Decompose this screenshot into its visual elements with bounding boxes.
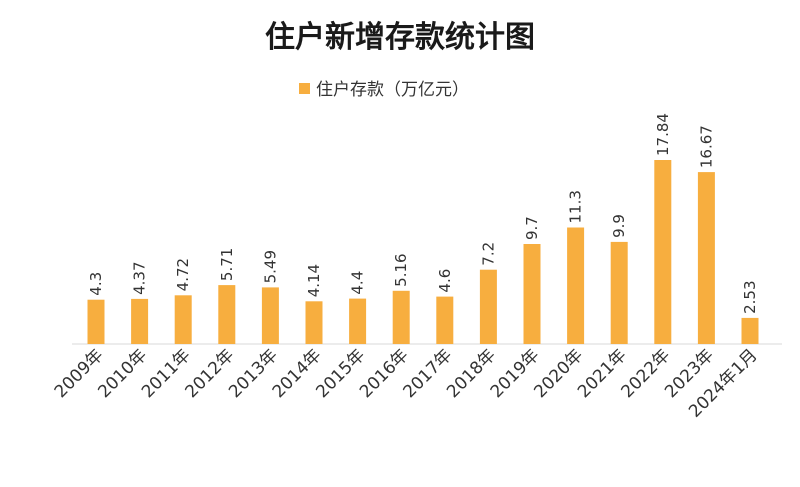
bar xyxy=(697,172,715,344)
bar xyxy=(479,269,497,344)
data-label: 9.7 xyxy=(523,216,541,240)
bar xyxy=(305,301,323,344)
bar xyxy=(741,317,759,344)
bar xyxy=(261,287,279,344)
legend-label: 住户存款（万亿元） xyxy=(316,80,469,100)
data-label: 2.53 xyxy=(741,280,759,313)
legend-swatch xyxy=(299,83,310,94)
data-label: 11.3 xyxy=(567,190,585,223)
data-label: 5.49 xyxy=(261,250,279,283)
data-label: 4.14 xyxy=(305,264,323,297)
chart-title: 住户新增存款统计图 xyxy=(265,20,535,55)
bar xyxy=(610,241,628,344)
bar xyxy=(131,298,149,344)
data-label: 7.2 xyxy=(479,242,497,266)
bar xyxy=(218,285,236,344)
data-label: 17.84 xyxy=(654,113,672,156)
bar xyxy=(349,298,367,344)
data-label: 4.72 xyxy=(174,258,192,291)
bar xyxy=(567,227,585,344)
data-label: 4.4 xyxy=(349,271,367,295)
data-label: 4.37 xyxy=(131,261,149,294)
data-label: 4.3 xyxy=(87,272,105,296)
bar xyxy=(174,295,192,344)
bar xyxy=(392,290,410,344)
bar xyxy=(436,296,454,344)
data-label: 16.67 xyxy=(697,125,715,168)
data-label: 5.71 xyxy=(218,248,236,281)
plot-area: 4.32009年4.372010年4.722011年5.712012年5.492… xyxy=(51,113,782,422)
bar xyxy=(87,299,105,344)
data-label: 5.16 xyxy=(392,253,410,286)
legend: 住户存款（万亿元） xyxy=(299,80,469,100)
bar xyxy=(523,244,541,344)
bar xyxy=(654,160,672,344)
data-label: 9.9 xyxy=(610,214,628,238)
data-label: 4.6 xyxy=(436,269,454,293)
